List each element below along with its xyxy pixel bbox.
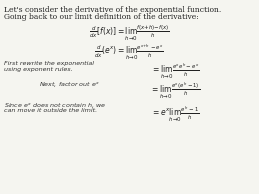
Text: can move it outside the limit.: can move it outside the limit. xyxy=(4,108,97,113)
Text: $=e^x\lim_{h\to 0}\frac{e^h-1}{h}$: $=e^x\lim_{h\to 0}\frac{e^h-1}{h}$ xyxy=(151,104,199,124)
Text: using exponent rules.: using exponent rules. xyxy=(4,67,73,72)
Text: $=\lim_{h\to 0}\frac{e^x\left(e^h-1\right)}{h}$: $=\lim_{h\to 0}\frac{e^x\left(e^h-1\righ… xyxy=(150,81,200,101)
Text: Going back to our limit definition of the derivative:: Going back to our limit definition of th… xyxy=(4,13,199,21)
Text: $\frac{d}{dx}\left(e^x\right)=\lim_{h\to 0}\frac{e^{x+h}-e^x}{h}$: $\frac{d}{dx}\left(e^x\right)=\lim_{h\to… xyxy=(94,42,164,62)
Text: $=\lim_{h\to 0}\frac{e^x e^h - e^x}{h}$: $=\lim_{h\to 0}\frac{e^x e^h - e^x}{h}$ xyxy=(151,61,199,81)
Text: Next, factor out $e^x$: Next, factor out $e^x$ xyxy=(39,81,100,90)
Text: Since $e^x$ does not contain h, we: Since $e^x$ does not contain h, we xyxy=(4,102,107,111)
Text: $\frac{d}{dx}\left[f(x)\right]=\lim_{h\to 0}\frac{f(x+h)-f(x)}{h}$: $\frac{d}{dx}\left[f(x)\right]=\lim_{h\t… xyxy=(89,24,169,43)
Text: Let's consider the derivative of the exponential function.: Let's consider the derivative of the exp… xyxy=(4,6,221,14)
Text: First rewrite the exponential: First rewrite the exponential xyxy=(4,61,94,66)
